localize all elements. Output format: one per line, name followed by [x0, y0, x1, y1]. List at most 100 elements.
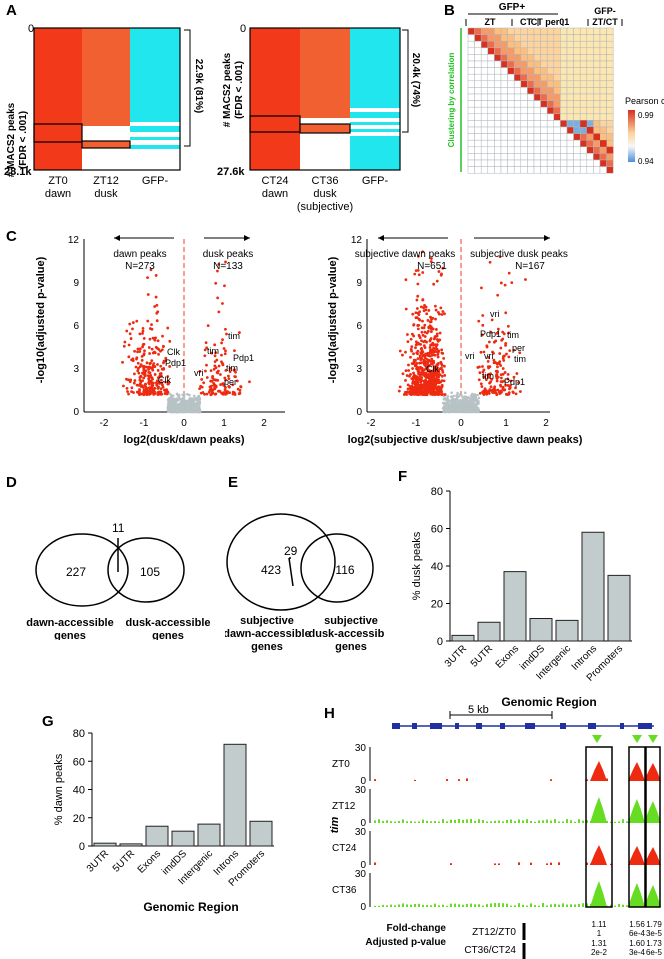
- significant-point: [441, 392, 444, 396]
- corr-cell: [560, 60, 568, 68]
- significant-point: [159, 364, 163, 368]
- corr-cell: [606, 113, 614, 121]
- significant-point: [162, 367, 166, 371]
- significant-point: [499, 346, 503, 350]
- svg-text:dusk: dusk: [313, 188, 337, 200]
- grey-point: [474, 395, 478, 399]
- grey-point: [182, 405, 186, 408]
- significant-point: [422, 368, 426, 372]
- gene-name: tim: [329, 817, 341, 834]
- significant-point: [167, 380, 170, 384]
- corr-cell: [533, 87, 541, 95]
- corr-cell: [553, 126, 561, 134]
- corr-cell: [599, 159, 607, 167]
- significant-point: [215, 358, 219, 362]
- significant-point: [205, 363, 208, 367]
- corr-cell: [560, 120, 568, 128]
- row1-comparison: ZT12/ZT0: [472, 927, 516, 938]
- svg-text:vri: vri: [484, 351, 494, 361]
- svg-text:subjective: subjective: [324, 615, 378, 627]
- volcano-left-gene-labels: Clk Pdp1 Clk tim tim Pdp1 vri tim per: [158, 331, 254, 387]
- significant-point: [417, 273, 421, 277]
- significant-point: [443, 393, 447, 396]
- corr-cell: [566, 126, 574, 134]
- significant-point: [430, 357, 434, 361]
- significant-point: [224, 386, 227, 389]
- corr-cell: [566, 133, 574, 141]
- significant-point: [416, 311, 420, 315]
- grey-point: [471, 396, 475, 400]
- significant-point: [156, 393, 160, 396]
- corr-cell: [487, 87, 495, 95]
- significant-point: [136, 369, 140, 373]
- corr-cell: [586, 93, 594, 101]
- corr-cell: [606, 166, 614, 174]
- corr-cell: [513, 54, 522, 62]
- corr-cell: [467, 166, 475, 174]
- significant-point: [153, 373, 157, 376]
- corr-cell: [546, 100, 555, 108]
- significant-point: [496, 365, 499, 369]
- significant-point: [161, 385, 165, 389]
- significant-point: [216, 379, 220, 382]
- significant-point: [491, 390, 494, 394]
- corr-cell: [606, 87, 614, 95]
- y-tick-label: 60: [431, 524, 443, 536]
- accessibility-peak: [628, 762, 645, 781]
- corr-cell: [553, 106, 561, 115]
- corr-cell: [579, 47, 588, 55]
- track-ymax: 30: [355, 785, 367, 796]
- significant-point: [411, 367, 414, 370]
- grey-point: [444, 405, 448, 409]
- significant-point: [500, 376, 503, 380]
- corr-cell: [474, 159, 482, 167]
- significant-point: [166, 326, 170, 330]
- corr-cell: [513, 47, 522, 55]
- corr-cell: [593, 139, 601, 148]
- corr-cell: [480, 93, 489, 101]
- y-tick-label: 40: [73, 785, 85, 797]
- significant-point: [419, 378, 423, 382]
- significant-point: [426, 319, 430, 322]
- grey-point: [450, 405, 454, 408]
- corr-cell: [467, 80, 475, 88]
- grey-point: [456, 402, 460, 406]
- corr-cell: [487, 106, 495, 115]
- significant-point: [514, 392, 518, 396]
- svg-text:0: 0: [181, 418, 187, 429]
- corr-cell: [467, 73, 475, 82]
- track-ymin: 0: [360, 860, 366, 871]
- corr-cell: [480, 159, 489, 167]
- corr-cell: [527, 120, 535, 128]
- significant-point: [490, 318, 494, 322]
- significant-point: [168, 339, 172, 343]
- significant-point: [212, 381, 216, 385]
- y-tick-label: 40: [431, 561, 443, 573]
- corr-cell: [507, 153, 515, 161]
- corr-cell: [553, 34, 561, 42]
- gene-model: [392, 723, 654, 729]
- corr-cell: [487, 93, 495, 101]
- corr-cell: [533, 146, 541, 154]
- corr-cell: [606, 54, 614, 62]
- significant-point: [504, 311, 508, 315]
- grey-point: [185, 410, 189, 413]
- significant-point: [144, 387, 148, 391]
- green-arrows: [592, 735, 658, 743]
- significant-point: [224, 390, 228, 394]
- significant-point: [489, 330, 493, 334]
- track-label: CT36: [332, 885, 357, 896]
- significant-point: [408, 374, 411, 378]
- corr-cell: [593, 100, 601, 108]
- significant-point: [440, 366, 443, 370]
- significant-point: [524, 278, 527, 281]
- corr-cell: [573, 159, 581, 167]
- y-tick-label: 80: [431, 486, 443, 498]
- corr-cell: [520, 126, 528, 134]
- bar-imdds: [171, 830, 195, 847]
- significant-point: [479, 350, 483, 354]
- corr-cell: [553, 87, 561, 95]
- heatmap-zt0-peaks: [34, 28, 82, 170]
- grey-point: [192, 398, 195, 402]
- corr-cell: [579, 153, 588, 161]
